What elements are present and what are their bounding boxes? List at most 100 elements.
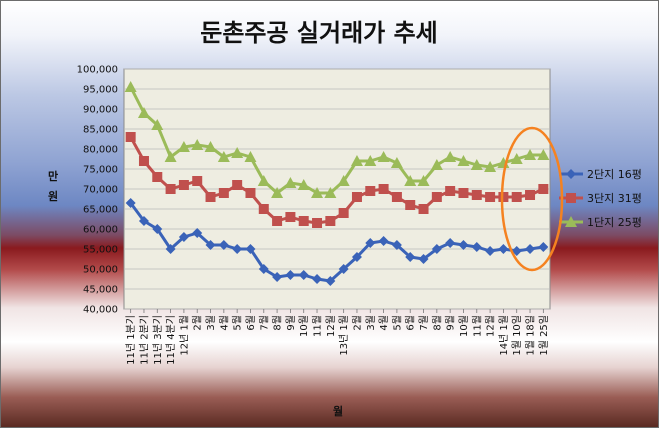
x-tick-label: 10월 (298, 315, 310, 337)
data-point-square (272, 216, 283, 226)
x-tick-label: 9월 (445, 315, 457, 331)
x-tick-label: 1월 18일 (525, 315, 537, 356)
data-point-square (378, 184, 389, 194)
data-point-diamond (525, 244, 536, 254)
x-tick-label: 7월 (258, 315, 270, 331)
x-tick-label: 10월 (458, 315, 470, 337)
data-point-diamond (232, 244, 243, 254)
data-point-triangle (470, 159, 483, 170)
data-point-square (138, 156, 149, 166)
data-point-square (391, 192, 402, 202)
data-point-square (298, 216, 309, 226)
data-point-triangle (311, 187, 324, 198)
data-point-square (525, 190, 536, 200)
x-tick-label: 12월 (325, 315, 337, 337)
x-tick-label: 3월 (365, 315, 377, 331)
data-point-diamond (245, 244, 256, 254)
data-point-diamond (431, 244, 442, 254)
x-tick-label: 12년 1월 (178, 315, 190, 356)
y-tick-label: 90,000 (83, 105, 118, 116)
y-tick-label: 60,000 (83, 225, 118, 236)
data-point-triangle (377, 151, 390, 162)
data-point-square (445, 186, 456, 196)
x-tick-label: 11년 4분기 (165, 315, 177, 365)
data-point-square (431, 192, 442, 202)
data-point-triangle (324, 187, 337, 198)
data-point-triangle (537, 149, 550, 160)
data-point-diamond (498, 244, 509, 254)
data-point-diamond (511, 246, 522, 256)
data-point-square (566, 193, 576, 203)
data-point-diamond (445, 238, 456, 248)
x-tick-label: 11월 (312, 315, 324, 337)
data-point-triangle (364, 155, 377, 166)
data-point-diamond (566, 169, 576, 179)
x-tick-label: 7월 (418, 315, 430, 331)
legend-label: 1단지 25평 (587, 216, 642, 229)
y-tick-label: 85,000 (83, 125, 118, 136)
data-point-diamond (338, 264, 349, 274)
data-point-diamond (538, 242, 549, 252)
data-point-triangle (164, 151, 177, 162)
x-tick-label: 14년 1월 (498, 315, 510, 356)
y-tick-label: 55,000 (83, 245, 118, 256)
highlight-ellipse (500, 126, 564, 272)
y-tick-label: 100,000 (77, 65, 118, 76)
data-point-diamond (258, 264, 269, 274)
data-point-square (365, 186, 376, 196)
x-tick-label: 13년 1월 (338, 315, 350, 356)
data-point-diamond (218, 240, 229, 250)
data-point-triangle (444, 151, 457, 162)
x-tick-label: 2월 (192, 315, 204, 331)
x-tick-label: 4월 (218, 315, 230, 331)
data-point-diamond (152, 224, 163, 234)
x-tick-label: 8월 (431, 315, 443, 331)
series-3 (124, 81, 550, 198)
y-tick-label: 40,000 (83, 305, 118, 316)
series-1 (125, 198, 549, 286)
data-point-triangle (284, 177, 297, 188)
x-tick-label: 1월 25일 (538, 315, 550, 356)
data-point-triangle (124, 81, 137, 92)
legend-label: 2단지 16평 (587, 168, 642, 181)
data-point-triangle (390, 157, 403, 168)
y-axis-label-line-2: 원 (48, 189, 58, 203)
legend-label: 3단지 31평 (587, 192, 642, 205)
data-point-square (218, 188, 229, 198)
data-point-square (165, 184, 176, 194)
data-point-triangle (524, 149, 537, 160)
data-point-diamond (165, 244, 176, 254)
data-point-diamond (485, 246, 496, 256)
data-point-diamond (471, 242, 482, 252)
data-point-triangle (430, 159, 443, 170)
data-point-triangle (510, 153, 523, 164)
data-point-square (125, 132, 136, 142)
data-point-triangle (337, 175, 350, 186)
data-point-diamond (365, 238, 376, 248)
data-point-triangle (417, 175, 430, 186)
legend: 2단지 16평 3단지 31평 1단지 25평 (559, 168, 642, 229)
data-point-triangle (191, 139, 204, 150)
x-tick-label: 11년 2분기 (138, 315, 150, 365)
data-point-triangle (177, 141, 190, 152)
data-point-diamond (378, 236, 389, 246)
data-point-diamond (205, 240, 216, 250)
data-point-square (498, 192, 509, 202)
y-tick-label: 75,000 (83, 165, 118, 176)
data-point-triangle (350, 155, 363, 166)
data-point-triangle (204, 141, 217, 152)
x-tick-label: 11년 3분기 (152, 315, 164, 365)
x-tick-label: 3월 (205, 315, 217, 331)
data-point-triangle (137, 107, 150, 118)
data-point-triangle (404, 175, 417, 186)
data-point-diamond (272, 272, 283, 282)
data-point-triangle (257, 175, 270, 186)
data-point-square (152, 172, 163, 182)
chart-title: 둔촌주공 실거래가 추세 (200, 19, 438, 47)
y-tick-labels: 40,000 45,000 50,000 55,000 60,000 65,000 70,0… (77, 65, 118, 316)
data-point-diamond (298, 270, 309, 280)
data-point-square (351, 192, 362, 202)
data-point-square (485, 192, 496, 202)
data-point-square (471, 190, 482, 200)
